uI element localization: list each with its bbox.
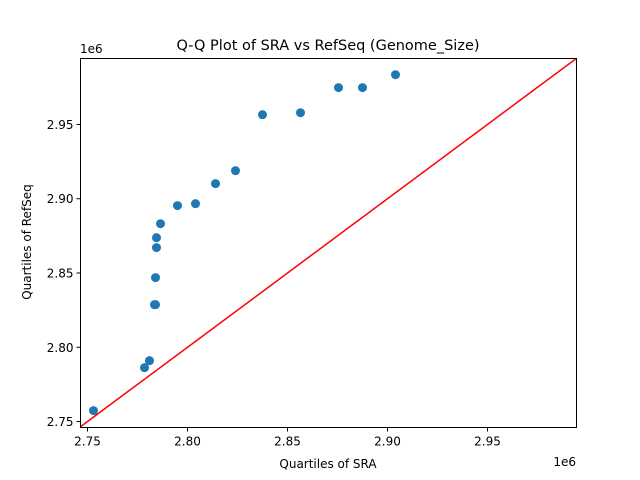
data-point: [156, 219, 165, 229]
chart-title: Q-Q Plot of SRA vs RefSeq (Genome_Size): [176, 38, 479, 54]
data-point: [151, 300, 160, 310]
data-point: [173, 201, 182, 211]
data-point: [258, 110, 267, 120]
x-tick-label: 2.80: [174, 435, 201, 449]
x-tick-label: 2.85: [274, 435, 301, 449]
data-point: [89, 406, 98, 416]
data-point: [358, 83, 367, 93]
data-point: [152, 243, 161, 253]
data-point: [211, 179, 220, 189]
y-tick-label: 2.85: [47, 267, 74, 281]
y-axis-label: Quartiles of RefSeq: [20, 184, 34, 300]
x-offset-label: 1e6: [553, 455, 576, 469]
data-point: [152, 233, 161, 243]
reference-line: [80, 58, 576, 427]
x-tick-label: 2.95: [474, 435, 501, 449]
data-point: [296, 108, 305, 118]
x-tick-label: 2.90: [374, 435, 401, 449]
plot-frame: [80, 58, 577, 428]
data-point: [391, 70, 400, 80]
data-point: [231, 166, 240, 176]
y-tick-label: 2.75: [47, 415, 74, 429]
data-point: [140, 363, 149, 373]
data-point: [334, 83, 343, 93]
x-axis-label: Quartiles of SRA: [279, 457, 377, 471]
x-tick-label: 2.75: [74, 435, 101, 449]
data-point: [191, 199, 200, 209]
y-tick-label: 2.80: [47, 341, 74, 355]
data-point: [145, 356, 154, 366]
y-tick-label: 2.95: [47, 118, 74, 132]
data-point: [151, 273, 160, 283]
y-tick-label: 2.90: [47, 192, 74, 206]
y-offset-label: 1e6: [80, 42, 103, 56]
